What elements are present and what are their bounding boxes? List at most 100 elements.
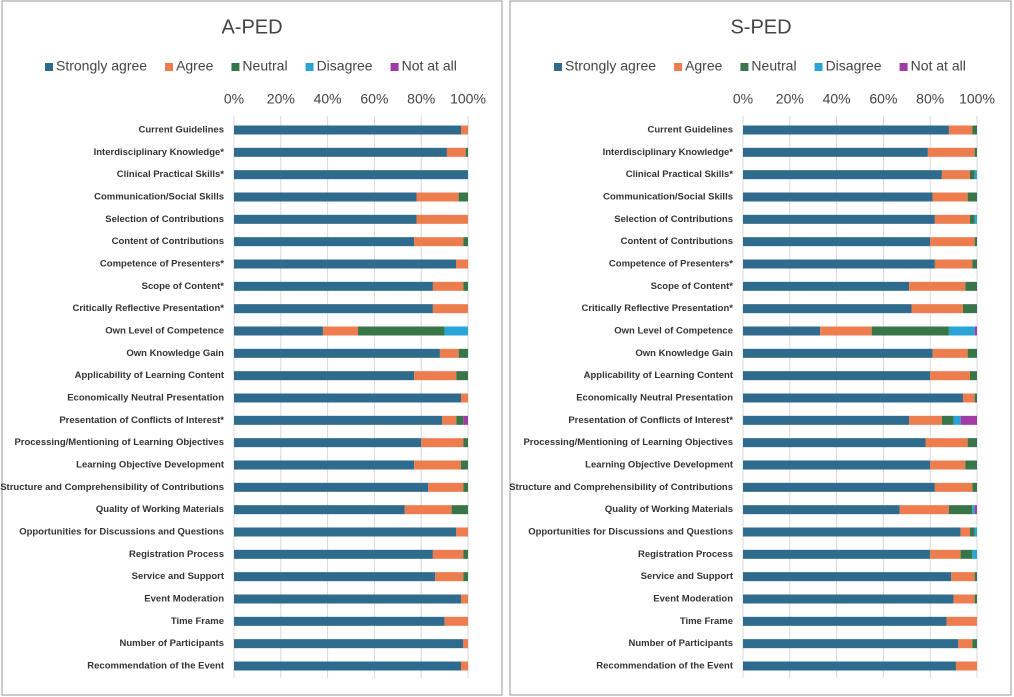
x-tick-label: 40% [823,91,851,107]
x-tick-label: 60% [869,91,897,107]
bar-segment [743,616,947,626]
bar-segment [932,192,968,202]
bar-segment [458,192,468,202]
bar-segment [421,438,464,448]
x-tick-label: 0% [224,91,244,107]
y-tick-label: Scope of Content* [142,281,225,292]
bar-segment [743,549,931,559]
legend-label: Strongly agree [565,58,656,74]
legend-swatch [165,63,174,71]
bar-segment [743,527,961,537]
bar-segment [234,281,433,291]
bar-segment [951,572,975,582]
bar-segment [743,661,956,671]
bar-segment [428,482,464,492]
y-tick-label: Presentation of Conflicts of Interest* [59,415,224,426]
bar-segment [234,460,415,470]
bar-segment [234,505,405,515]
y-tick-label: Number of Participants [119,638,224,649]
bar-segment [743,304,912,314]
bar-segment [234,304,433,314]
bar-segment [463,438,468,448]
bar-segment [234,348,440,358]
bar-segment [432,281,464,291]
legend-swatch [45,63,53,71]
y-tick-label: Time Frame [171,616,224,627]
y-tick-label: Registration Process [129,549,224,560]
bar-segment [974,505,977,515]
bar-segment [463,639,468,649]
y-tick-label: Structure and Comprehensibility of Contr… [0,482,224,493]
y-tick-label: Critically Reflective Presentation* [72,303,224,314]
bar-segment [456,527,468,537]
bar-segment [962,304,977,314]
bar-segment [234,415,443,425]
bar-segment [941,170,970,180]
y-tick-label: Event Moderation [653,594,733,605]
bar-segment [460,661,468,671]
bar-segment [934,259,973,269]
bar-segment [743,438,926,448]
y-tick-label: Communication/Social Skills [94,192,224,203]
x-tick-label: 20% [267,91,295,107]
y-tick-label: Own Knowledge Gain [126,348,224,359]
bar-segment [463,572,468,582]
y-tick-label: Selection of Contributions [105,214,224,225]
bar-segment [743,214,935,224]
y-tick-label: Scope of Content* [651,281,734,292]
bar-segment [969,170,975,180]
y-tick-label: Applicability of Learning Content [584,370,734,381]
bar-segment [234,326,323,336]
y-tick-label: Quality of Working Materials [96,504,224,515]
bar-segment [953,594,975,604]
bar-segment [463,482,468,492]
bar-segment [948,125,973,135]
bar-segment [743,237,931,247]
bar-segment [972,505,975,515]
bar-segment [234,594,461,604]
legend-swatch [899,63,908,71]
bar-segment [946,616,977,626]
bar-segment [414,460,461,470]
panel-border [1,0,503,696]
y-tick-label: Economically Neutral Presentation [576,393,733,404]
bar-segment [948,505,973,515]
legend-swatch [674,63,683,71]
x-tick-label: 40% [314,91,342,107]
y-tick-label: Applicability of Learning Content [75,370,225,381]
y-tick-label: Communication/Social Skills [603,192,733,203]
y-tick-label: Current Guidelines [138,125,224,136]
bar-segment [972,549,977,559]
bar-segment [972,259,977,269]
legend-label: Agree [685,58,723,74]
y-tick-label: Opportunities for Discussions and Questi… [528,527,733,538]
bar-segment [743,594,954,604]
bar-segment [444,326,468,336]
bar-segment [463,237,468,247]
bar-segment [974,527,977,537]
legend-label: Disagree [317,58,373,74]
y-tick-label: Opportunities for Discussions and Questi… [19,527,224,538]
bar-segment [925,438,968,448]
bar-segment [743,460,931,470]
bar-segment [948,326,975,336]
bar-segment [234,572,436,582]
bar-segment [234,147,447,157]
legend-label: Neutral [242,58,287,74]
y-tick-label: Registration Process [638,549,733,560]
bar-segment [234,214,417,224]
bar-segment [234,661,461,671]
x-tick-label: 0% [733,91,753,107]
bar-segment [234,438,422,448]
bar-segment [965,460,977,470]
bar-segment [909,415,942,425]
bar-segment [974,326,977,336]
y-tick-label: Processing/Mentioning of Learning Object… [14,437,224,448]
bar-segment [820,326,872,336]
bar-segment [234,639,464,649]
y-tick-label: Recommendation of the Event [596,661,734,672]
bar-segment [969,214,975,224]
bar-segment [974,214,977,224]
bar-segment [439,348,459,358]
